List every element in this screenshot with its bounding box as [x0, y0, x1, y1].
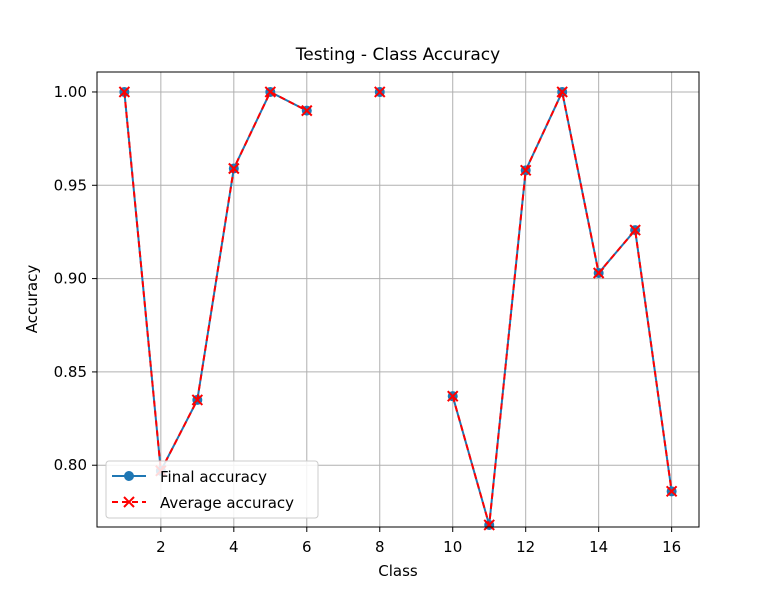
average-accuracy-point [519, 164, 532, 177]
average-accuracy-point-stroke-b [301, 104, 313, 117]
average-accuracy-point [592, 267, 605, 279]
average-accuracy-point [191, 394, 204, 406]
legend-average-marker-b [123, 496, 135, 508]
x-tick-label: 8 [375, 538, 385, 556]
average-accuracy-point-stroke-b [191, 394, 204, 406]
average-accuracy-point [301, 104, 313, 117]
legend-box [105, 460, 319, 519]
x-tick-label: 10 [443, 538, 462, 556]
axis-layer: 2 4 6 8 10 12 14 16 0.80 0.85 0.90 0.95 1.00 [54, 83, 682, 556]
average-accuracy-point-stroke-b [118, 86, 131, 98]
average-accuracy-point-stroke-b [447, 390, 459, 402]
x-tick-label: 6 [302, 538, 312, 556]
average-accuracy-point-stroke-b [519, 164, 532, 177]
x-tick-label: 14 [589, 538, 608, 556]
average-accuracy-point-stroke-b [264, 86, 277, 98]
average-accuracy-point-stroke-b [483, 519, 495, 531]
y-tick-label: 0.95 [54, 176, 87, 194]
y-tick-label: 1.00 [54, 83, 87, 101]
y-tick-label: 0.80 [54, 456, 87, 474]
average-accuracy-point-stroke-b [629, 224, 641, 236]
legend-average-label: Average accuracy [160, 494, 294, 512]
average-accuracy-point [556, 86, 568, 98]
series-layer [118, 86, 678, 531]
plot-frame [96, 71, 700, 528]
final-accuracy-line [123, 90, 308, 475]
average-accuracy-line [123, 90, 308, 475]
x-axis-label: Class [378, 562, 418, 580]
y-tick-label: 0.90 [54, 270, 87, 288]
average-accuracy-point-stroke-b [665, 485, 678, 498]
x-tick-label: 16 [662, 538, 681, 556]
average-accuracy-point [483, 519, 495, 531]
final-accuracy-line [451, 88, 673, 526]
average-accuracy-point [629, 224, 641, 236]
average-accuracy-point-stroke-b [374, 86, 386, 98]
legend-final-marker [124, 471, 134, 481]
x-tick-label: 4 [229, 538, 239, 556]
average-accuracy-line [451, 88, 673, 526]
x-tick-label: 2 [156, 538, 166, 556]
legend: Final accuracy Average accuracy [105, 460, 319, 519]
x-tick-label: 12 [516, 538, 535, 556]
average-accuracy-point-stroke-b [556, 86, 568, 98]
average-accuracy-point [118, 86, 131, 98]
chart-title: Testing - Class Accuracy [295, 45, 500, 65]
average-accuracy-point-stroke-b [228, 162, 240, 175]
average-accuracy-point [447, 390, 459, 402]
y-tick-label: 0.85 [54, 363, 87, 381]
y-axis-label: Accuracy [23, 265, 41, 334]
average-accuracy-point [374, 86, 386, 98]
average-accuracy-point-stroke-b [592, 267, 605, 279]
legend-final-label: Final accuracy [160, 468, 267, 486]
grid-layer [97, 72, 699, 527]
average-accuracy-point [264, 86, 277, 98]
average-accuracy-point [228, 162, 240, 175]
average-accuracy-point [665, 485, 678, 498]
